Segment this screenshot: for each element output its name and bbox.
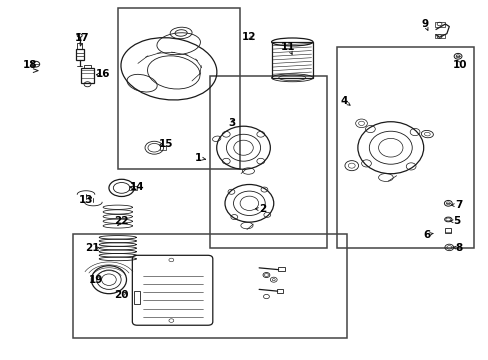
Bar — [445, 228, 450, 233]
Text: 18: 18 — [22, 60, 37, 70]
Bar — [434, 34, 445, 39]
Text: 4: 4 — [340, 96, 347, 106]
Text: 11: 11 — [281, 42, 295, 52]
Text: 7: 7 — [454, 200, 462, 210]
Bar — [134, 291, 140, 304]
Bar — [118, 8, 239, 169]
Text: 15: 15 — [159, 139, 173, 149]
Text: 6: 6 — [423, 230, 430, 239]
Bar — [77, 42, 82, 49]
Text: 10: 10 — [452, 60, 467, 70]
Bar — [336, 47, 473, 248]
Bar — [84, 64, 91, 68]
Text: 14: 14 — [130, 182, 144, 192]
Text: 12: 12 — [242, 32, 256, 41]
Text: 16: 16 — [96, 69, 110, 79]
Text: 3: 3 — [228, 118, 235, 128]
Bar — [210, 76, 327, 248]
Bar — [434, 22, 445, 27]
Text: 21: 21 — [85, 243, 100, 253]
Bar — [129, 186, 137, 190]
Bar — [73, 234, 346, 338]
Bar — [76, 49, 83, 60]
Bar — [277, 267, 285, 271]
Bar — [81, 68, 94, 83]
Text: 2: 2 — [259, 204, 266, 215]
Text: 20: 20 — [114, 291, 129, 301]
Text: 8: 8 — [454, 243, 462, 253]
Text: 13: 13 — [79, 195, 93, 205]
Text: 9: 9 — [421, 19, 427, 29]
Text: 22: 22 — [114, 216, 129, 226]
Bar — [271, 42, 312, 78]
Bar — [276, 289, 283, 293]
Text: 1: 1 — [194, 153, 202, 163]
Bar — [160, 146, 165, 149]
Text: 5: 5 — [452, 216, 459, 226]
Text: 17: 17 — [75, 33, 90, 43]
Text: 19: 19 — [88, 275, 103, 285]
